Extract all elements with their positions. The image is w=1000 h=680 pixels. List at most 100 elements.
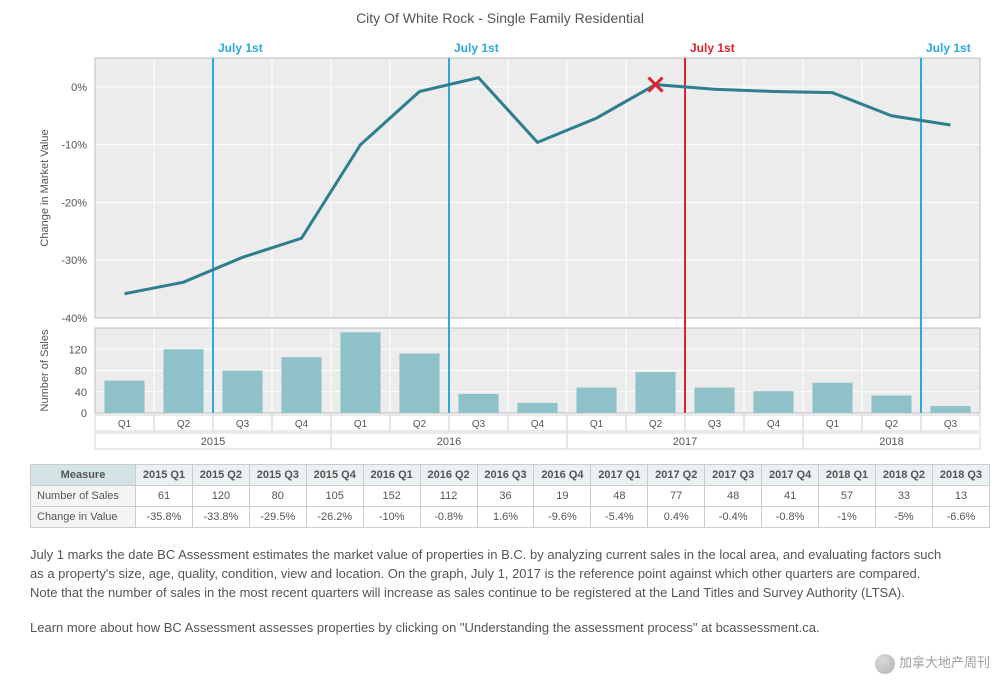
svg-text:Number of Sales: Number of Sales <box>39 329 51 411</box>
table-col-header: 2016 Q1 <box>363 465 420 486</box>
table-cell: -9.6% <box>534 507 591 528</box>
bar <box>163 349 203 413</box>
table-cell: 120 <box>192 486 249 507</box>
bar <box>694 388 734 414</box>
bar <box>576 388 616 414</box>
table-cell: -5% <box>875 507 932 528</box>
bar <box>458 394 498 413</box>
table-cell: 152 <box>363 486 420 507</box>
table-col-header: 2017 Q1 <box>591 465 648 486</box>
svg-text:0%: 0% <box>71 82 87 94</box>
svg-text:2018: 2018 <box>879 436 903 448</box>
table-cell: -29.5% <box>249 507 306 528</box>
table-cell: 80 <box>249 486 306 507</box>
table-col-header: 2015 Q2 <box>192 465 249 486</box>
table-cell: 105 <box>306 486 363 507</box>
table-cell: -6.6% <box>932 507 989 528</box>
description-block: July 1 marks the date BC Assessment esti… <box>30 546 950 637</box>
bar <box>871 395 911 413</box>
svg-text:120: 120 <box>69 344 87 356</box>
table-cell: 57 <box>819 486 876 507</box>
table-cell: -0.8% <box>420 507 477 528</box>
svg-text:Q1: Q1 <box>354 419 368 430</box>
watermark-text: 加拿大地产周刊 <box>899 655 990 670</box>
table-col-header: 2018 Q2 <box>875 465 932 486</box>
july-1st-label: July 1st <box>218 41 263 55</box>
svg-text:Q4: Q4 <box>295 419 309 430</box>
svg-text:2017: 2017 <box>673 436 697 448</box>
svg-text:Q3: Q3 <box>708 419 722 430</box>
svg-text:80: 80 <box>75 366 87 378</box>
svg-text:2015: 2015 <box>201 436 225 448</box>
svg-text:Q2: Q2 <box>649 419 663 430</box>
svg-text:Q2: Q2 <box>413 419 427 430</box>
svg-text:-10%: -10% <box>61 140 87 152</box>
svg-text:40: 40 <box>75 387 87 399</box>
table-col-header: 2017 Q2 <box>648 465 705 486</box>
table-cell: 77 <box>648 486 705 507</box>
table-cell: 13 <box>932 486 989 507</box>
table-row: Change in Value-35.8%-33.8%-29.5%-26.2%-… <box>31 507 990 528</box>
svg-text:Q3: Q3 <box>944 419 958 430</box>
table-cell: -26.2% <box>306 507 363 528</box>
july-1st-label: July 1st <box>690 41 735 55</box>
svg-text:-20%: -20% <box>61 197 87 209</box>
table-col-header: 2016 Q2 <box>420 465 477 486</box>
bar <box>340 332 380 413</box>
svg-text:Q2: Q2 <box>177 419 191 430</box>
table-row: Number of Sales6112080105152112361948774… <box>31 486 990 507</box>
table-cell: 33 <box>875 486 932 507</box>
table-cell: -0.4% <box>705 507 762 528</box>
table-col-header: 2016 Q4 <box>534 465 591 486</box>
table-col-header: 2017 Q4 <box>762 465 819 486</box>
bar <box>281 357 321 413</box>
svg-text:Q1: Q1 <box>590 419 604 430</box>
svg-text:2016: 2016 <box>437 436 461 448</box>
description-p1: July 1 marks the date BC Assessment esti… <box>30 546 950 603</box>
bar <box>517 403 557 413</box>
description-p2: Learn more about how BC Assessment asses… <box>30 619 950 638</box>
bar <box>930 406 970 413</box>
table-col-header: 2015 Q4 <box>306 465 363 486</box>
table-cell: -33.8% <box>192 507 249 528</box>
svg-text:Q3: Q3 <box>472 419 486 430</box>
table-row-label: Number of Sales <box>31 486 136 507</box>
table-measure-header: Measure <box>31 465 136 486</box>
svg-text:Q4: Q4 <box>531 419 545 430</box>
bar <box>222 371 262 414</box>
table-col-header: 2015 Q3 <box>249 465 306 486</box>
data-table: Measure2015 Q12015 Q22015 Q32015 Q42016 … <box>30 464 990 528</box>
table-cell: -0.8% <box>762 507 819 528</box>
svg-text:Q2: Q2 <box>885 419 899 430</box>
july-1st-label: July 1st <box>454 41 499 55</box>
july-1st-label: July 1st <box>926 41 971 55</box>
watermark: 加拿大地产周刊 <box>875 652 990 674</box>
bar <box>635 372 675 413</box>
table-cell: -35.8% <box>136 507 193 528</box>
bar <box>104 381 144 413</box>
svg-text:Q1: Q1 <box>118 419 132 430</box>
svg-text:-40%: -40% <box>61 313 87 325</box>
svg-text:-30%: -30% <box>61 255 87 267</box>
table-col-header: 2017 Q3 <box>705 465 762 486</box>
svg-text:Change in Market Value: Change in Market Value <box>39 129 51 246</box>
table-col-header: 2018 Q1 <box>819 465 876 486</box>
chart-svg: -40% -30% -20% -10% 0% Change in Market Value… <box>30 28 990 458</box>
chart-area: -40% -30% -20% -10% 0% Change in Market Value… <box>30 28 990 458</box>
table-col-header: 2015 Q1 <box>136 465 193 486</box>
bar <box>753 391 793 413</box>
table-cell: 48 <box>591 486 648 507</box>
svg-text:Q1: Q1 <box>826 419 840 430</box>
bar <box>812 383 852 413</box>
table-cell: 1.6% <box>477 507 534 528</box>
svg-text:Q4: Q4 <box>767 419 781 430</box>
svg-text:0: 0 <box>81 408 87 420</box>
table-col-header: 2016 Q3 <box>477 465 534 486</box>
table-cell: -1% <box>819 507 876 528</box>
table-cell: 112 <box>420 486 477 507</box>
table-cell: 48 <box>705 486 762 507</box>
bar <box>399 354 439 414</box>
table-cell: 41 <box>762 486 819 507</box>
table-cell: 61 <box>136 486 193 507</box>
table-cell: 0.4% <box>648 507 705 528</box>
